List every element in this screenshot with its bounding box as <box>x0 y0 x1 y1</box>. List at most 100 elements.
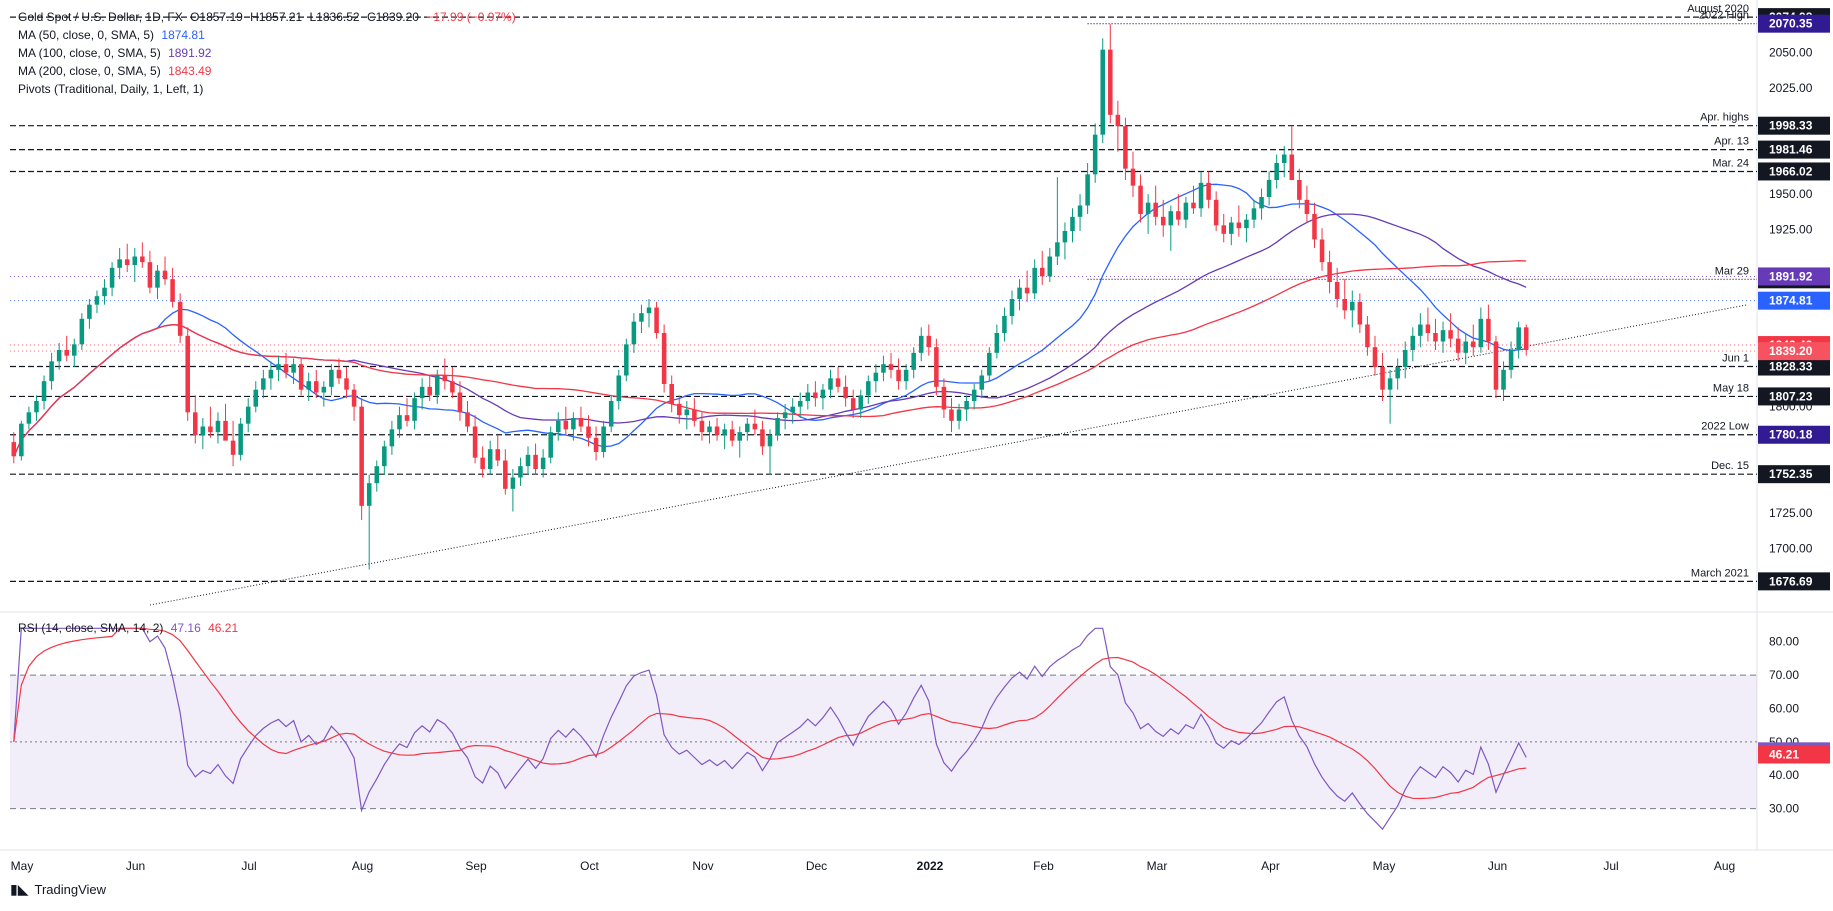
candle <box>616 369 622 410</box>
candle <box>1319 228 1325 271</box>
candle <box>359 398 364 520</box>
candle <box>518 457 523 486</box>
candle <box>1032 259 1037 299</box>
rsi-legend[interactable]: RSI (14, close, SMA, 14, 2) 47.16 46.21 <box>18 621 242 635</box>
value-badge-label: 1839.20 <box>1769 344 1813 358</box>
candle <box>828 369 833 399</box>
candle <box>661 324 667 393</box>
candle <box>1372 335 1378 376</box>
x-tick-label: May <box>1373 859 1396 873</box>
candle <box>1463 333 1468 365</box>
candle <box>1493 335 1499 399</box>
candle <box>487 440 493 475</box>
candle <box>873 364 879 393</box>
ma200-legend[interactable]: MA (200, close, 0, SMA, 5) 1843.49 <box>18 64 215 78</box>
candle <box>1380 352 1385 401</box>
candle <box>1304 185 1310 223</box>
candle <box>669 375 674 413</box>
rsi-value-badge-label: 46.21 <box>1769 747 1799 761</box>
ma50-value: 1874.81 <box>161 28 205 42</box>
candle <box>820 384 826 410</box>
x-tick-label: Jun <box>1488 859 1507 873</box>
candle <box>419 378 425 410</box>
candle <box>797 392 803 418</box>
x-tick-label: Aug <box>1714 859 1735 873</box>
level-note: March 2021 <box>1691 567 1749 579</box>
candle <box>1070 208 1075 243</box>
candle <box>1523 324 1529 356</box>
candle <box>1289 126 1295 180</box>
tradingview-logo[interactable]: ▮◣ TradingView <box>10 881 106 898</box>
x-tick-label: Dec <box>806 859 827 873</box>
candle <box>442 358 448 390</box>
rsi-y-tick-label: 40.00 <box>1769 768 1799 782</box>
candle <box>495 435 501 467</box>
candle <box>291 358 296 384</box>
candle <box>835 367 841 393</box>
level-badge-label: 1676.69 <box>1769 574 1813 588</box>
candle <box>684 401 690 430</box>
candle <box>72 338 77 367</box>
ma100-value: 1891.92 <box>168 46 212 60</box>
candle <box>767 429 773 475</box>
candle <box>911 347 916 379</box>
candle <box>1115 100 1121 152</box>
candle <box>1357 293 1363 333</box>
pivots-legend[interactable]: Pivots (Traditional, Daily, 1, Left, 1) <box>18 82 207 96</box>
x-tick-label: Oct <box>580 859 599 873</box>
ma-layer <box>13 183 1527 457</box>
candle <box>949 398 954 433</box>
rsi-sma-line <box>13 627 1527 800</box>
candle <box>646 299 652 328</box>
ma100-label: MA (100, close, 0, SMA, 5) <box>18 46 161 60</box>
candle <box>1501 361 1506 401</box>
candle <box>19 420 24 461</box>
candle <box>850 389 856 418</box>
candle <box>124 243 130 273</box>
rsi-y-tick-label: 70.00 <box>1769 668 1799 682</box>
candle <box>601 420 606 458</box>
ma50-label: MA (50, close, 0, SMA, 5) <box>18 28 155 42</box>
y-tick-label: 1950.00 <box>1769 187 1813 201</box>
candle <box>571 412 576 441</box>
candle <box>1153 185 1158 226</box>
candle <box>117 248 122 280</box>
candle <box>457 381 463 421</box>
ma50-legend[interactable]: MA (50, close, 0, SMA, 5) 1874.81 <box>18 28 209 42</box>
level-note: Dec. 15 <box>1711 460 1749 472</box>
level-badge-label: 1998.33 <box>1769 119 1813 133</box>
candle <box>707 420 712 444</box>
candle <box>208 406 213 438</box>
candle <box>253 381 259 413</box>
candle <box>631 313 637 353</box>
candle <box>503 449 508 495</box>
level-note: 2022 High <box>1699 10 1749 22</box>
candle <box>987 347 992 382</box>
value-badge-label: 1891.92 <box>1769 269 1813 283</box>
candle <box>737 426 743 458</box>
x-tick-label: Aug <box>352 859 373 873</box>
candle <box>223 403 228 441</box>
candle <box>276 355 281 382</box>
rsi-y-tick-label: 30.00 <box>1769 802 1799 816</box>
candle <box>1455 327 1461 362</box>
ma100-legend[interactable]: MA (100, close, 0, SMA, 5) 1891.92 <box>18 46 215 60</box>
value-badge <box>1758 291 1830 310</box>
candle <box>1342 279 1347 319</box>
candle <box>321 381 327 407</box>
level-badge-label: 1752.35 <box>1769 467 1813 481</box>
candle <box>1478 307 1484 353</box>
axis-layer: May Jun Jul Aug Sep Oct Nov Dec 2022 Feb Mar Apr May… <box>11 7 1830 873</box>
candle <box>170 267 175 308</box>
level-note: Mar. 24 <box>1712 157 1749 169</box>
candle <box>1221 214 1226 243</box>
ohlc-close: C1839.20 <box>366 10 419 24</box>
candle <box>1047 248 1053 282</box>
x-tick-label: Apr <box>1261 859 1280 873</box>
candle <box>268 361 274 390</box>
symbol-title[interactable]: Gold Spot / U.S. Dollar, 1D, FX <box>18 10 183 24</box>
candle <box>760 420 765 455</box>
level-note: August 2020 <box>1687 3 1749 15</box>
level-badge <box>1758 357 1830 376</box>
